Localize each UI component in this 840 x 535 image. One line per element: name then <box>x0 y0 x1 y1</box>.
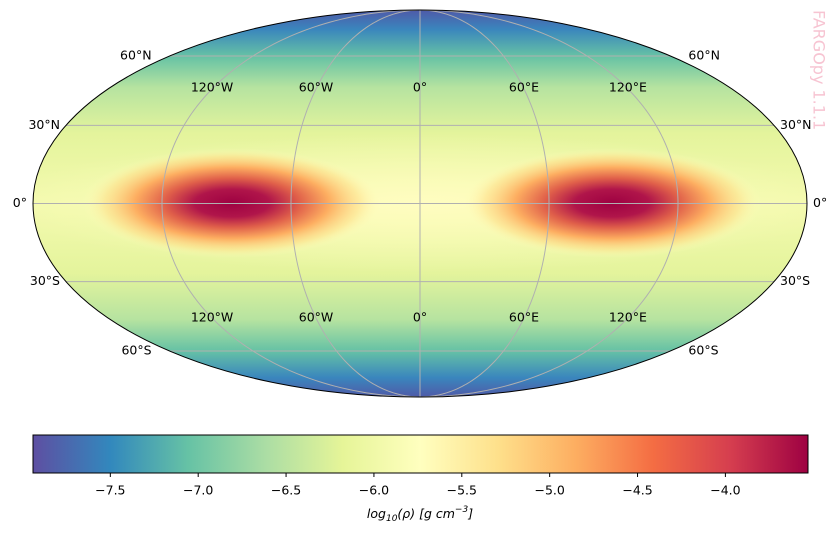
label-part: 10 <box>386 514 398 524</box>
map-frame <box>32 9 808 398</box>
lon-label: 120°W <box>191 310 233 325</box>
lat-label: 30°S <box>780 273 810 288</box>
colorbar-tick-label: −6.5 <box>271 483 301 498</box>
lat-label: 30°S <box>30 273 60 288</box>
lon-label: 120°E <box>609 310 647 325</box>
lat-label: 60°S <box>688 343 718 358</box>
lon-label: 0° <box>413 80 427 95</box>
label-part: log <box>367 506 386 521</box>
colorbar <box>32 434 809 474</box>
graticule <box>33 9 807 398</box>
lat-label: 60°S <box>121 343 151 358</box>
lon-label: 60°W <box>299 310 334 325</box>
lon-label: 60°E <box>509 310 539 325</box>
label-part: −3 <box>455 505 469 515</box>
watermark: FARGOpy 1.1.1 <box>810 10 829 130</box>
colorbar-tick-label: −5.0 <box>534 483 564 498</box>
colorbar-tick-label: −4.0 <box>710 483 740 498</box>
lat-label: 30°N <box>28 117 60 132</box>
lat-label: 0° <box>13 195 27 210</box>
colorbar-tick-label: −5.5 <box>447 483 477 498</box>
colorbar-label: log10(ρ) [g cm−3] <box>367 505 473 524</box>
colorbar-tick-label: −7.0 <box>183 483 213 498</box>
lat-label: 60°N <box>688 47 720 62</box>
colorbar-tick-label: −7.5 <box>95 483 125 498</box>
lon-label: 0° <box>413 310 427 325</box>
label-part: (ρ) [g cm <box>397 506 455 521</box>
label-part: ] <box>467 506 473 521</box>
colorbar-tick-label: −4.5 <box>622 483 652 498</box>
lat-label: 60°N <box>120 47 152 62</box>
lat-label: 30°N <box>780 117 812 132</box>
lon-label: 120°E <box>609 80 647 95</box>
lat-label: 0° <box>813 195 827 210</box>
lon-label: 60°E <box>509 80 539 95</box>
colorbar-tick-label: −6.0 <box>359 483 389 498</box>
lon-label: 120°W <box>191 80 233 95</box>
lon-label: 60°W <box>299 80 334 95</box>
